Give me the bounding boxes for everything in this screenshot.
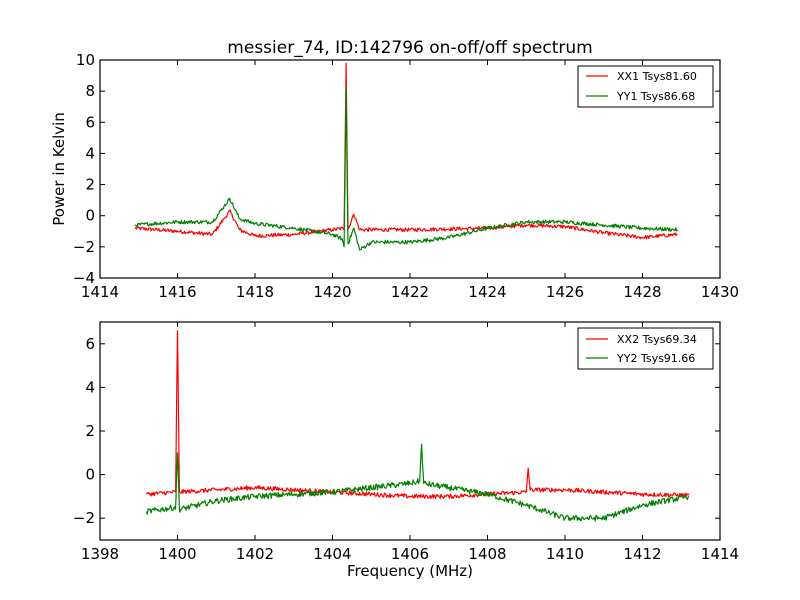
x-tick-label: 1410 xyxy=(546,545,584,563)
x-tick-label: 1422 xyxy=(391,283,429,301)
y-tick-label: 4 xyxy=(85,378,95,396)
x-tick-label: 1424 xyxy=(468,283,506,301)
chart-title: messier_74, ID:142796 on-off/off spectru… xyxy=(227,38,592,58)
y-tick-label: 2 xyxy=(85,422,95,440)
x-tick-label: 1402 xyxy=(236,545,274,563)
x-tick-label: 1408 xyxy=(468,545,506,563)
y-tick-label: 6 xyxy=(85,335,95,353)
series-line-yy1 xyxy=(134,87,678,251)
x-tick-label: 1426 xyxy=(546,283,584,301)
top-ticks: 1414 1416 1418 1420 1422 1424 1426 1428 1430 −4 −2… xyxy=(73,51,739,301)
x-tick-label: 1414 xyxy=(701,545,739,563)
x-tick-label: 1418 xyxy=(236,283,274,301)
top-panel: 1414 1416 1418 1420 1422 1424 1426 1428 1430 −4 −2… xyxy=(50,51,739,301)
y-tick-label: 0 xyxy=(85,207,95,225)
y-tick-label: −2 xyxy=(73,238,95,256)
x-tick-label: 1406 xyxy=(391,545,429,563)
x-tick-label: 1412 xyxy=(623,545,661,563)
x-tick-label: 1414 xyxy=(81,283,119,301)
series-line-xx1 xyxy=(134,62,678,240)
bottom-panel: 1398 1400 1402 1404 1406 1408 1410 1412 1414 −2 0 2… xyxy=(73,321,739,580)
series-line-xx2 xyxy=(145,330,690,500)
bottom-legend-box xyxy=(577,327,714,370)
top-series-layer xyxy=(134,62,678,251)
x-tick-label: 1430 xyxy=(701,283,739,301)
bottom-legend-label-yy2: YY2 Tsys91.66 xyxy=(616,352,695,365)
y-tick-label: −2 xyxy=(73,509,95,527)
bottom-series-layer xyxy=(145,330,690,522)
y-tick-label: 4 xyxy=(85,144,95,162)
x-tick-label: 1428 xyxy=(623,283,661,301)
x-tick-label: 1400 xyxy=(158,545,196,563)
series-line-yy2 xyxy=(145,443,690,522)
bottom-x-axis-label: Frequency (MHz) xyxy=(347,562,473,580)
bottom-ticks: 1398 1400 1402 1404 1406 1408 1410 1412 1414 −2 0 2… xyxy=(73,322,739,563)
top-legend-box xyxy=(577,65,714,108)
y-tick-label: 10 xyxy=(76,51,95,69)
top-legend: XX1 Tsys81.60 YY1 Tsys86.68 xyxy=(577,65,714,108)
y-tick-label: 8 xyxy=(85,82,95,100)
x-tick-label: 1416 xyxy=(158,283,196,301)
x-tick-label: 1398 xyxy=(81,545,119,563)
x-tick-label: 1420 xyxy=(313,283,351,301)
y-tick-label: −4 xyxy=(73,269,95,287)
y-tick-label: 2 xyxy=(85,176,95,194)
y-tick-label: 6 xyxy=(85,113,95,131)
top-legend-label-xx1: XX1 Tsys81.60 xyxy=(617,70,697,83)
bottom-legend-label-xx2: XX2 Tsys69.34 xyxy=(617,333,697,346)
x-tick-label: 1404 xyxy=(313,545,351,563)
y-tick-label: 0 xyxy=(85,466,95,484)
top-y-axis-label: Power in Kelvin xyxy=(50,112,68,226)
top-legend-label-yy1: YY1 Tsys86.68 xyxy=(616,90,695,103)
bottom-legend: XX2 Tsys69.34 YY2 Tsys91.66 xyxy=(577,327,714,370)
